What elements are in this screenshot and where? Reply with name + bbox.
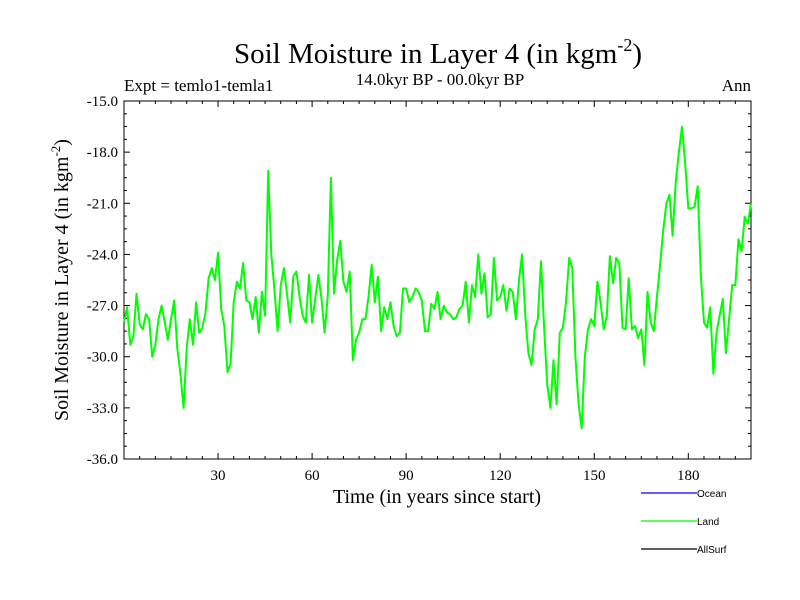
y-tick-label: -27.0 bbox=[87, 299, 118, 315]
y-tick-label: -24.0 bbox=[87, 247, 118, 263]
y-tick-label: -30.0 bbox=[87, 350, 118, 366]
legend: Ocean Land AllSurf bbox=[641, 489, 727, 556]
axis-ticks bbox=[124, 100, 751, 460]
x-tick-label: 90 bbox=[399, 468, 414, 484]
y-tick-label: -18.0 bbox=[87, 145, 118, 161]
y-tick-label: -21.0 bbox=[87, 196, 118, 212]
x-tick-label: 180 bbox=[677, 468, 700, 484]
legend-label-ocean: Ocean bbox=[697, 489, 726, 500]
plot-frame bbox=[123, 100, 752, 460]
x-tick-label: 60 bbox=[305, 468, 320, 484]
y-tick-label: -15.0 bbox=[87, 94, 118, 110]
legend-label-allsurf: AllSurf bbox=[697, 545, 727, 556]
x-tick-labels: 30 60 90 120 150 180 bbox=[211, 468, 700, 484]
series-lines bbox=[123, 125, 752, 430]
period-label: 14.0kyr BP - 00.0kyr BP bbox=[356, 70, 524, 89]
x-tick-label: 30 bbox=[211, 468, 226, 484]
x-axis-label: Time (in years since start) bbox=[333, 486, 541, 508]
y-tick-labels: -15.0 -18.0 -21.0 -24.0 -27.0 -30.0 -33.0 -36.0 bbox=[87, 94, 118, 468]
season-label: Ann bbox=[722, 76, 752, 95]
x-tick-label: 150 bbox=[583, 468, 606, 484]
y-axis-label: Soil Moisture in Layer 4 (in kgm-2) bbox=[48, 139, 73, 421]
chart-title: Soil Moisture in Layer 4 (in kgm-2) bbox=[234, 35, 642, 70]
series-line-land bbox=[123, 125, 752, 430]
y-tick-label: -33.0 bbox=[87, 401, 118, 417]
x-tick-label: 120 bbox=[489, 468, 512, 484]
expt-label: Expt = temlo1-temla1 bbox=[124, 76, 273, 95]
y-tick-label: -36.0 bbox=[87, 452, 118, 468]
legend-label-land: Land bbox=[697, 517, 719, 528]
